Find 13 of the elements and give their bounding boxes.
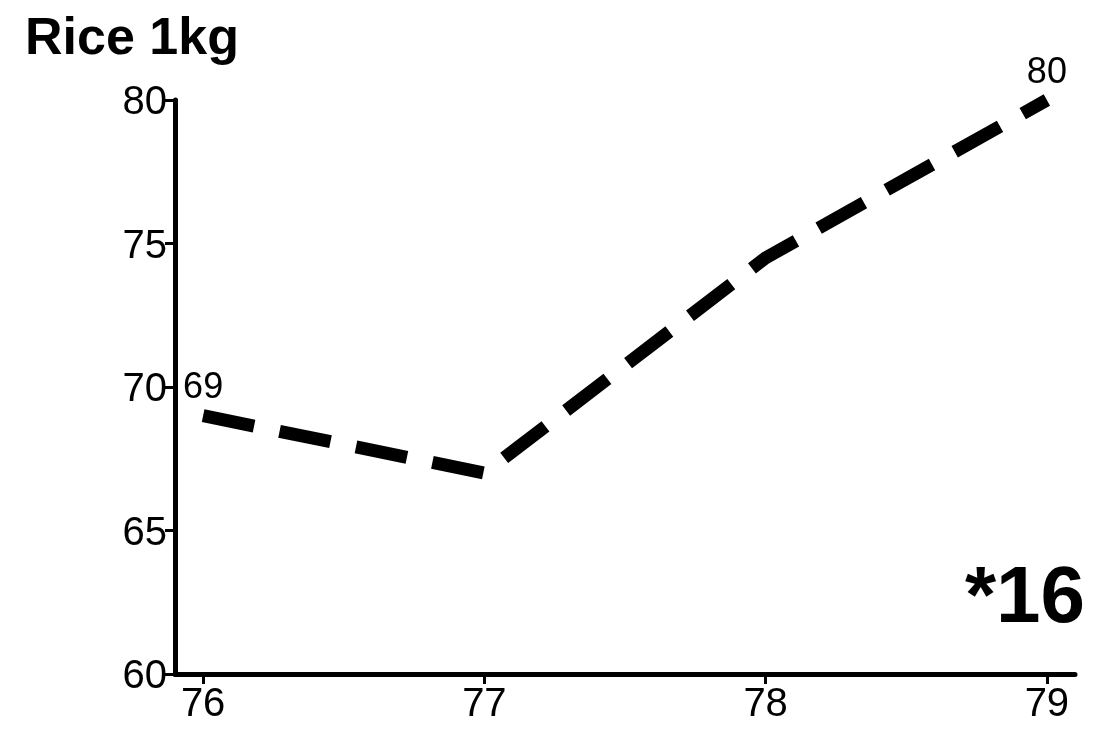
y-tick-label: 65: [122, 508, 167, 553]
x-tick-label: 77: [462, 680, 507, 724]
x-tick-label: 76: [180, 680, 226, 724]
y-tick-label: 80: [122, 78, 167, 122]
data-label: 69: [183, 365, 224, 407]
x-tick-label: 78: [743, 680, 788, 724]
chart-title: Rice 1kg: [25, 7, 239, 65]
y-tick-label: 75: [122, 221, 167, 266]
y-tick-label: 70: [122, 365, 167, 409]
data-label: 80: [1026, 49, 1067, 91]
annotation: *16: [964, 549, 1086, 639]
y-tick-label: 60: [122, 652, 167, 696]
x-tick-label: 79: [1024, 680, 1070, 724]
